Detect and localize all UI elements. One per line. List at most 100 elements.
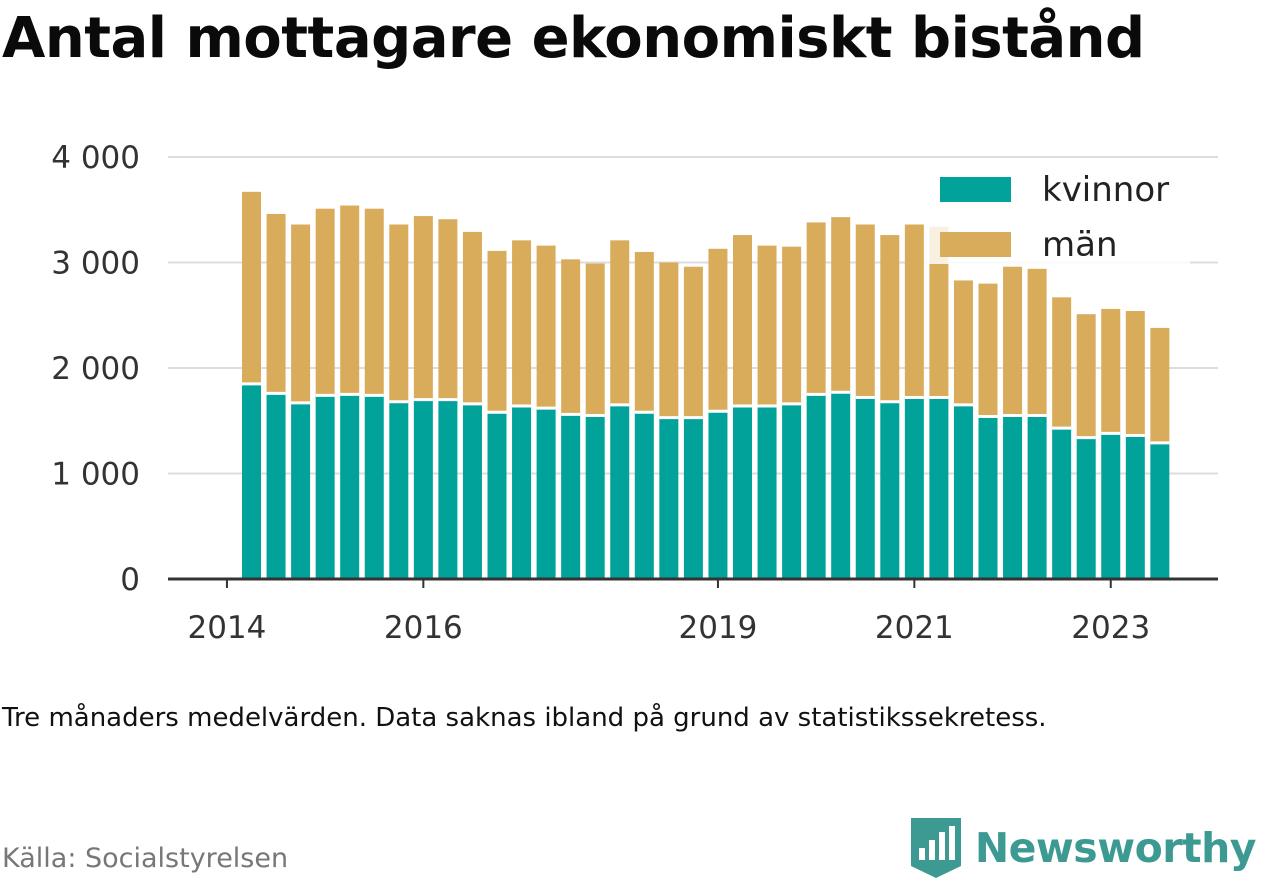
bar-kvinnor xyxy=(782,403,802,579)
legend-label: män xyxy=(1042,225,1118,265)
bar-kvinnor xyxy=(708,411,728,579)
bar-kvinnor xyxy=(585,415,605,579)
bar-kvinnor xyxy=(634,412,654,579)
bar-man xyxy=(659,262,679,418)
bar-kvinnor xyxy=(413,399,433,579)
bar-kvinnor xyxy=(953,404,973,579)
bar-kvinnor xyxy=(1125,435,1145,579)
bar-man xyxy=(291,224,311,403)
bar-kvinnor xyxy=(929,397,949,579)
bar-kvinnor xyxy=(291,402,311,579)
bar-man xyxy=(561,259,581,415)
bar-man xyxy=(512,240,532,406)
bar-man xyxy=(831,217,851,393)
bar-kvinnor xyxy=(610,404,630,579)
bar-man xyxy=(855,224,875,398)
brand-name: Newsworthy xyxy=(974,824,1257,872)
bar-man xyxy=(462,231,482,404)
bar-man xyxy=(1125,311,1145,436)
bar-man xyxy=(242,191,261,384)
bar-kvinnor xyxy=(806,394,826,579)
bar-man xyxy=(389,224,409,402)
x-tick-label: 2014 xyxy=(187,610,266,646)
bar-man xyxy=(1027,268,1047,416)
bar-man xyxy=(1003,266,1023,416)
bar-man xyxy=(1150,327,1170,443)
x-axis: 2014 2016 2019 2021 2023 xyxy=(168,577,1218,646)
bar-kvinnor xyxy=(315,395,335,579)
bar-kvinnor xyxy=(683,417,703,579)
bar-man xyxy=(634,251,654,413)
legend-label: kvinnor xyxy=(1042,170,1169,210)
bar-kvinnor xyxy=(266,393,286,579)
bar-kvinnor xyxy=(487,412,507,579)
bar-man xyxy=(315,208,335,396)
brand-logo[interactable]: Newsworthy xyxy=(910,818,1257,878)
bar-man xyxy=(1052,297,1072,429)
bar-man xyxy=(733,235,752,406)
bar-kvinnor xyxy=(512,405,532,579)
y-tick-label: 4 000 xyxy=(51,140,140,176)
bar-kvinnor xyxy=(389,401,409,579)
bar-kvinnor xyxy=(978,416,998,579)
bar-man xyxy=(610,240,630,405)
newsworthy-logo-icon xyxy=(910,818,961,878)
bar-man xyxy=(266,213,286,394)
bar-man xyxy=(953,280,973,405)
bar-kvinnor xyxy=(1150,442,1170,579)
y-tick-label: 3 000 xyxy=(51,246,140,282)
x-tick-label: 2019 xyxy=(678,610,757,646)
x-tick-label: 2021 xyxy=(875,610,954,646)
bar-man xyxy=(978,283,998,417)
bar-kvinnor xyxy=(880,401,900,579)
bar-man xyxy=(364,208,384,396)
bar-kvinnor xyxy=(904,397,924,579)
bar-man xyxy=(904,224,924,398)
bar-kvinnor xyxy=(340,394,360,579)
bar-man xyxy=(438,219,458,400)
bar-man xyxy=(880,235,900,402)
bar-kvinnor xyxy=(462,403,482,579)
bar-man xyxy=(1076,314,1096,438)
bar-kvinnor xyxy=(242,383,261,579)
bar-kvinnor xyxy=(1101,433,1121,579)
bar-man xyxy=(929,226,949,398)
bar-kvinnor xyxy=(438,399,458,579)
bar-man xyxy=(413,216,433,400)
bar-man xyxy=(536,245,556,409)
x-tick-label: 2016 xyxy=(384,610,463,646)
bar-man xyxy=(757,245,777,406)
y-tick-label: 2 000 xyxy=(51,351,140,387)
bars xyxy=(242,191,1170,579)
bar-kvinnor xyxy=(855,397,875,579)
chart-title: Antal mottagare ekonomiskt bistånd xyxy=(2,6,1145,71)
bar-kvinnor xyxy=(364,395,384,579)
bar-kvinnor xyxy=(733,405,752,579)
bar-kvinnor xyxy=(1027,415,1047,579)
bar-kvinnor xyxy=(1052,428,1072,579)
source-label: Källa: Socialstyrelsen xyxy=(2,843,289,874)
bar-kvinnor xyxy=(831,392,851,579)
bar-kvinnor xyxy=(536,408,556,579)
bar-kvinnor xyxy=(1076,437,1096,579)
bar-kvinnor xyxy=(561,414,581,579)
bar-kvinnor xyxy=(1003,415,1023,579)
legend-swatch xyxy=(940,232,1011,257)
bar-man xyxy=(340,205,360,395)
y-axis-ticks: 0 1 000 2 000 3 000 4 000 xyxy=(51,140,140,598)
bar-man xyxy=(782,246,802,404)
legend: kvinnor män xyxy=(924,158,1190,265)
bar-kvinnor xyxy=(757,405,777,579)
bar-man xyxy=(806,222,826,395)
bar-man xyxy=(708,248,728,412)
x-tick-label: 2023 xyxy=(1071,610,1150,646)
bar-kvinnor xyxy=(659,417,679,579)
chart-note: Tre månaders medelvärden. Data saknas ib… xyxy=(2,703,1047,733)
legend-swatch xyxy=(940,177,1011,202)
bar-man xyxy=(1101,308,1121,434)
bar-man xyxy=(683,266,703,418)
bar-man xyxy=(585,263,605,416)
y-tick-label: 1 000 xyxy=(51,457,140,493)
y-tick-label: 0 xyxy=(120,562,140,598)
